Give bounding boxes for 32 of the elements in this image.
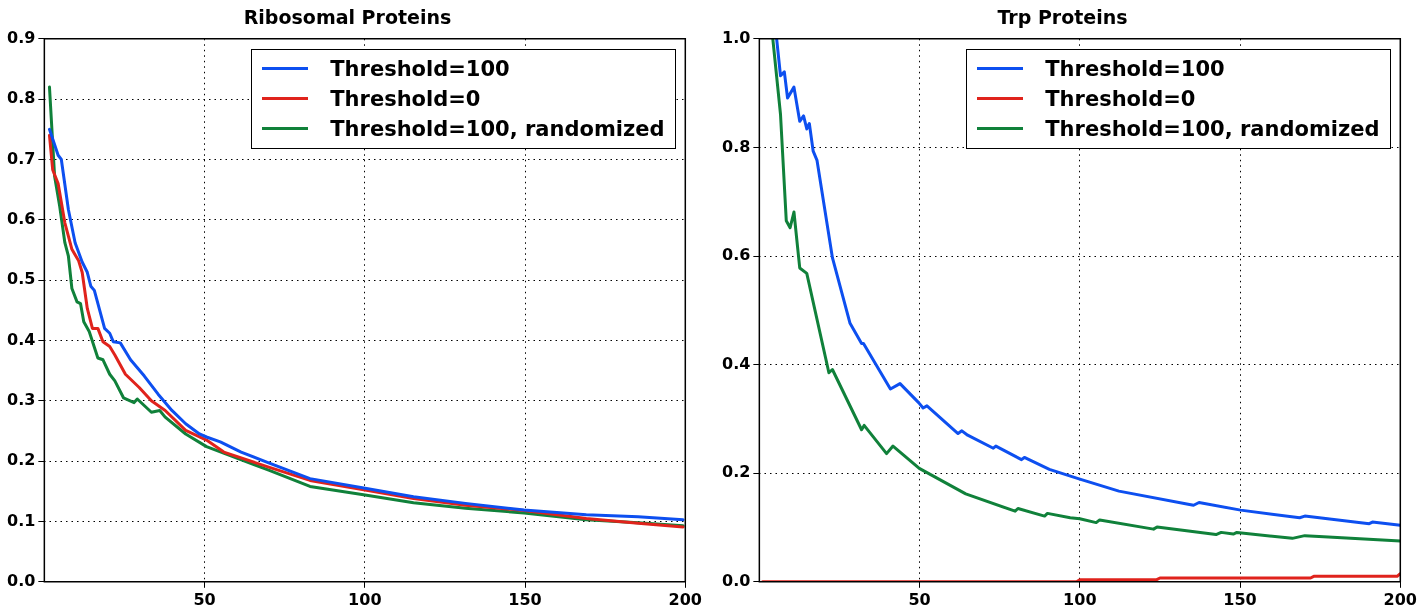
legend-label: Threshold=0	[1045, 86, 1196, 111]
x-tick-label: 100	[1063, 589, 1097, 609]
y-tick-label: 0.6	[722, 245, 751, 265]
y-tick-label: 0.2	[722, 462, 751, 482]
y-tick-label: 0.1	[7, 510, 36, 530]
y-tick-label: 0.4	[7, 329, 36, 349]
x-tick-label: 50	[908, 589, 931, 609]
y-tick-label: 0.0	[722, 570, 751, 590]
y-tick-label: 0.5	[7, 269, 36, 289]
x-tick-label: 150	[1223, 589, 1257, 609]
y-tick-label: 0.8	[722, 136, 751, 156]
chart-title: Trp Proteins	[997, 6, 1128, 29]
x-tick-label: 200	[668, 589, 702, 609]
y-tick-label: 0.2	[7, 450, 36, 470]
legend-label: Threshold=100	[1045, 56, 1225, 81]
y-tick-label: 0.0	[7, 570, 36, 590]
y-tick-label: 0.7	[7, 148, 36, 168]
legend-label: Threshold=0	[330, 86, 481, 111]
legend-label: Threshold=100	[330, 56, 510, 81]
x-tick-label: 100	[348, 589, 382, 609]
y-tick-label: 0.6	[7, 208, 36, 228]
y-tick-label: 1.0	[722, 27, 751, 47]
y-tick-label: 0.9	[7, 27, 36, 47]
x-tick-label: 50	[193, 589, 216, 609]
x-tick-label: 200	[1383, 589, 1417, 609]
chart-title: Ribosomal Proteins	[243, 6, 452, 29]
legend-label: Threshold=100, randomized	[1045, 116, 1380, 141]
x-tick-label: 150	[508, 589, 542, 609]
legend-label: Threshold=100, randomized	[330, 116, 665, 141]
y-tick-label: 0.8	[7, 88, 36, 108]
y-tick-label: 0.3	[7, 389, 36, 409]
y-tick-label: 0.4	[722, 353, 751, 373]
